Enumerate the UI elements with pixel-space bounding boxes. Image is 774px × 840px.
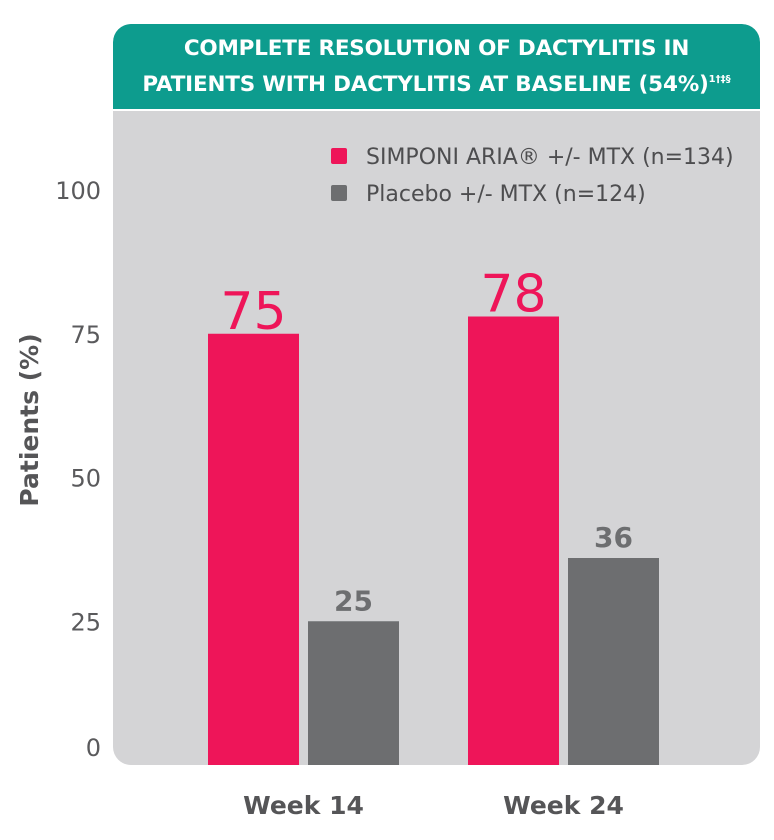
bar-value-label: 78 bbox=[480, 265, 546, 325]
y-tick-label: 75 bbox=[70, 321, 101, 349]
legend-label: Placebo +/- MTX (n=124) bbox=[366, 182, 646, 207]
y-tick-label: 100 bbox=[55, 177, 101, 205]
bar-value-label: 25 bbox=[334, 584, 373, 617]
y-tick-label: 25 bbox=[70, 608, 101, 636]
x-category-label: Week 14 bbox=[243, 791, 364, 820]
bar bbox=[568, 558, 659, 765]
legend-label: SIMPONI ARIA® +/- MTX (n=134) bbox=[366, 145, 734, 170]
bars: 75 78 25 36 bbox=[208, 265, 659, 765]
chart-title-banner: COMPLETE RESOLUTION OF DACTYLITIS IN PAT… bbox=[113, 24, 760, 111]
chart-title-line1: COMPLETE RESOLUTION OF DACTYLITIS IN bbox=[183, 36, 690, 61]
legend-swatch bbox=[331, 185, 347, 201]
y-tick-label: 50 bbox=[70, 465, 101, 493]
y-tick-label: 0 bbox=[86, 734, 101, 762]
x-category-label: Week 24 bbox=[503, 791, 624, 820]
bar-value-label: 36 bbox=[594, 521, 633, 554]
bar bbox=[468, 316, 559, 765]
chart-title-line2-text: PATIENTS WITH DACTYLITIS AT BASELINE (54… bbox=[142, 72, 709, 97]
legend: SIMPONI ARIA® +/- MTX (n=134) Placebo +/-… bbox=[331, 145, 734, 207]
category-labels: Week 14 Week 24 bbox=[243, 791, 624, 820]
bar bbox=[308, 621, 399, 765]
legend-swatch bbox=[331, 148, 347, 164]
y-axis: 0 25 50 75 100 bbox=[55, 177, 101, 762]
chart-title-line2: PATIENTS WITH DACTYLITIS AT BASELINE (54… bbox=[142, 64, 730, 100]
title-footnote-marks: 1†‡§ bbox=[708, 74, 731, 85]
y-axis-label: Patients (%) bbox=[15, 333, 44, 506]
bar bbox=[208, 333, 299, 765]
bar-value-label: 75 bbox=[220, 282, 286, 342]
